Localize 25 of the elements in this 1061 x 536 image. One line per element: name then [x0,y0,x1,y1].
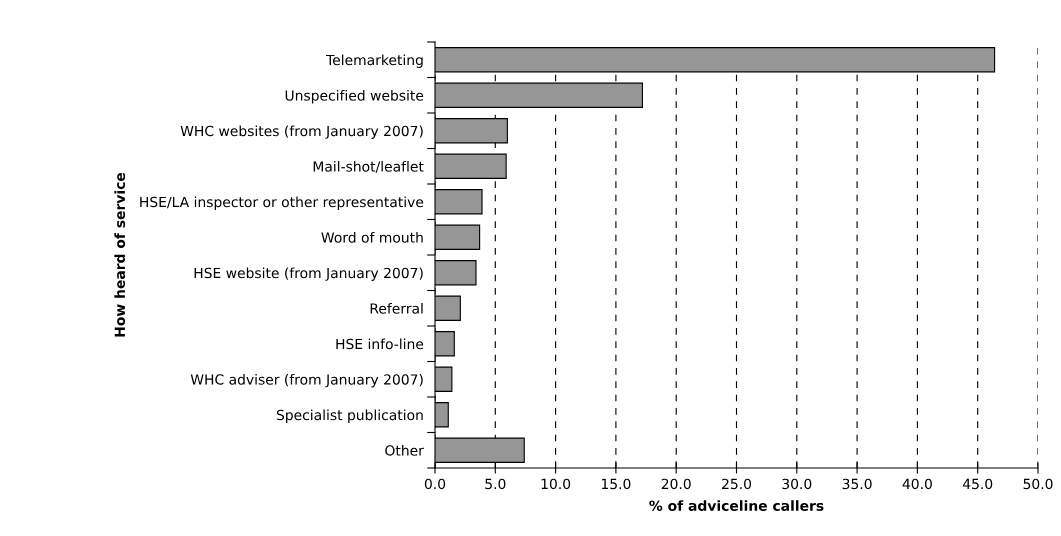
x-tick-label: 25.0 [722,478,752,490]
x-tick-label: 40.0 [902,478,932,490]
y-tick-label: Referral [370,302,423,314]
x-tick-label: 10.0 [541,478,571,490]
y-tick-label: Other [385,444,424,456]
y-tick-label: HSE website (from January 2007) [194,267,423,281]
x-axis-title: % of adviceline callers [649,500,824,511]
y-tick-label: Word of mouth [321,231,423,243]
y-tick-label: WHC websites (from January 2007) [180,125,423,139]
x-tick-label: 15.0 [601,478,631,490]
y-tick-label: WHC adviser (from January 2007) [190,373,423,388]
x-tick-label: 5.0 [485,478,506,490]
x-tick-label: 30.0 [782,478,812,490]
x-tick-label: 0.0 [424,478,446,490]
x-tick-label: 50.0 [1023,478,1053,490]
y-axis-title: How heard of service [114,172,126,337]
y-tick-label: HSE info-line [336,338,424,350]
x-tick-label: 35.0 [842,478,872,490]
y-tick-label: Telemarketing [326,54,423,68]
y-tick-label: HSE/LA inspector or other representative [140,196,424,210]
x-tick-label: 20.0 [661,478,691,490]
y-tick-label: Specialist publication [276,409,423,423]
y-tick-label: Mail-shot/leaflet [313,160,424,173]
y-tick-label: Unspecified website [285,89,424,104]
x-tick-label: 45.0 [962,478,993,490]
